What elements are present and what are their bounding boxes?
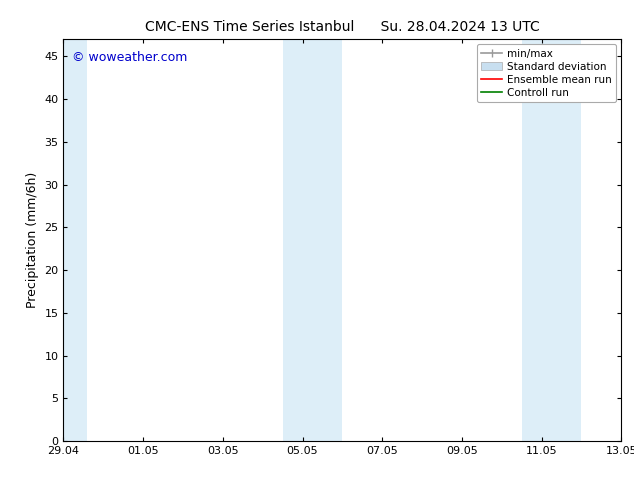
Y-axis label: Precipitation (mm/6h): Precipitation (mm/6h) <box>26 172 39 308</box>
Bar <box>283 39 342 441</box>
Bar <box>63 39 87 441</box>
Title: CMC-ENS Time Series Istanbul      Su. 28.04.2024 13 UTC: CMC-ENS Time Series Istanbul Su. 28.04.2… <box>145 20 540 34</box>
Text: © woweather.com: © woweather.com <box>72 51 187 64</box>
Legend: min/max, Standard deviation, Ensemble mean run, Controll run: min/max, Standard deviation, Ensemble me… <box>477 45 616 102</box>
Bar <box>522 39 581 441</box>
